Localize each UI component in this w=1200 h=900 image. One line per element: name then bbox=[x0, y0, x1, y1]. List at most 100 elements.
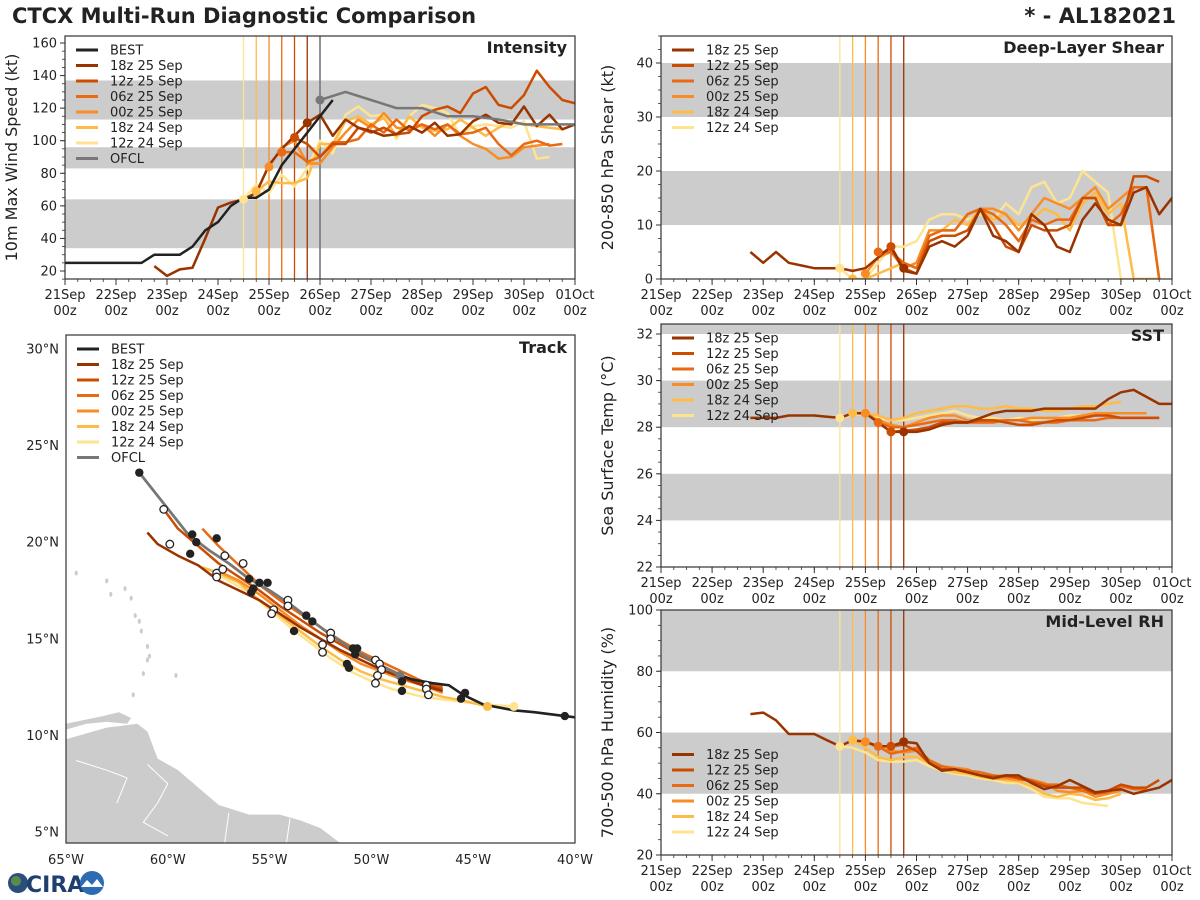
x-tick-label-time: 00z bbox=[1007, 592, 1031, 607]
x-tick-label-time: 00z bbox=[956, 592, 980, 607]
x-tick-label-date: 27Sep bbox=[947, 288, 988, 303]
x-tick-label-date: 24Sep bbox=[794, 576, 835, 591]
island bbox=[141, 671, 145, 677]
init-marker bbox=[835, 741, 845, 751]
y-tick-label: 26 bbox=[636, 467, 653, 482]
x-tick-label-date: 29Sep bbox=[1049, 288, 1090, 303]
init-marker bbox=[860, 408, 870, 418]
x-tick-label-date: 01Oct bbox=[1152, 576, 1191, 591]
y-tick-label: 24 bbox=[636, 514, 653, 529]
legend-label: 12z 24 Sep bbox=[706, 826, 779, 841]
init-marker bbox=[848, 408, 858, 418]
track-position-open bbox=[373, 671, 382, 680]
init-marker bbox=[302, 118, 312, 128]
track-position-filled bbox=[245, 574, 254, 584]
logo-text: CIRA bbox=[26, 873, 84, 898]
x-tick-label-date: 27Sep bbox=[947, 864, 988, 879]
track-position-filled bbox=[302, 611, 311, 620]
y-axis-label: 200-850 hPa Shear (kt) bbox=[598, 65, 617, 251]
x-tick-label-time: 00z bbox=[206, 304, 230, 319]
x-tick-label-date: 23Sep bbox=[743, 288, 784, 303]
track-position-open bbox=[423, 690, 433, 700]
legend-label: 18z 24 Sep bbox=[111, 420, 184, 435]
logo-globe-land bbox=[11, 876, 21, 886]
lat-tick-label: 25°N bbox=[26, 439, 59, 454]
island bbox=[174, 673, 178, 679]
x-tick-label-time: 00z bbox=[1007, 304, 1031, 319]
track-line-18z-25-Sep bbox=[146, 531, 444, 693]
track-position-filled bbox=[456, 694, 466, 703]
x-tick-label-date: 28Sep bbox=[998, 288, 1039, 303]
series-line-12z-25-Sep bbox=[889, 175, 1160, 275]
x-tick-label-time: 00z bbox=[104, 304, 128, 319]
legend-label: 06z 25 Sep bbox=[706, 363, 779, 378]
legend-label: 06z 25 Sep bbox=[111, 389, 184, 404]
x-tick-label-date: 25Sep bbox=[845, 576, 886, 591]
legend-label: 12z 24 Sep bbox=[706, 121, 779, 136]
x-tick-label-date: 01Oct bbox=[1152, 288, 1191, 303]
legend-label: 00z 25 Sep bbox=[111, 405, 184, 420]
x-tick-label-date: 30Sep bbox=[503, 288, 544, 303]
legend-label: 00z 25 Sep bbox=[706, 378, 779, 393]
cira-logo: CIRA bbox=[8, 871, 104, 898]
track-position-open bbox=[267, 609, 277, 619]
country-border bbox=[142, 764, 169, 837]
x-tick-label-time: 00z bbox=[905, 304, 929, 319]
track-position-open bbox=[165, 539, 175, 549]
legend-label: BEST bbox=[110, 44, 143, 59]
legend-label: 18z 24 Sep bbox=[706, 106, 779, 121]
init-marker bbox=[860, 737, 870, 747]
init-marker bbox=[835, 413, 845, 423]
x-tick-label-date: 24Sep bbox=[794, 288, 835, 303]
panel-intensity: 2040608010012014016021Sep00z22Sep00z23Se… bbox=[2, 35, 595, 319]
track-position-filled bbox=[289, 626, 299, 636]
legend-label: 12z 25 Sep bbox=[110, 75, 183, 90]
init-marker bbox=[873, 741, 883, 751]
track-position-filled bbox=[135, 468, 144, 477]
series-line-12z-24-Sep bbox=[839, 745, 1109, 808]
init-marker bbox=[315, 95, 325, 105]
init-marker bbox=[860, 269, 870, 279]
trinidad-coast bbox=[66, 712, 132, 730]
x-tick-label-time: 00z bbox=[905, 592, 929, 607]
legend-label: 12z 25 Sep bbox=[111, 374, 184, 389]
x-tick-label-time: 00z bbox=[700, 880, 724, 895]
x-tick-label-time: 00z bbox=[752, 592, 776, 607]
lon-tick-label: 40°W bbox=[557, 853, 593, 868]
x-tick-label-time: 00z bbox=[461, 304, 485, 319]
panel-rh: 2040608010021Sep00z22Sep00z23Sep00z24Sep… bbox=[598, 604, 1192, 896]
legend-label: 06z 25 Sep bbox=[706, 75, 779, 90]
init-marker bbox=[848, 274, 858, 279]
track-position-filled bbox=[397, 677, 407, 686]
legend-label: BEST bbox=[111, 343, 144, 358]
legend-label: 12z 24 Sep bbox=[111, 436, 184, 451]
init-marker bbox=[873, 247, 883, 257]
init-marker bbox=[264, 162, 274, 172]
x-tick-label-time: 00z bbox=[649, 592, 673, 607]
x-tick-label-time: 00z bbox=[1109, 592, 1133, 607]
legend-label: 18z 25 Sep bbox=[706, 748, 779, 763]
init-marker bbox=[835, 263, 845, 273]
y-tick-label: 140 bbox=[32, 69, 57, 84]
x-tick-label-date: 30Sep bbox=[1100, 864, 1141, 879]
x-tick-label-date: 26Sep bbox=[299, 288, 340, 303]
x-tick-label-date: 21Sep bbox=[640, 288, 681, 303]
init-marker bbox=[848, 735, 858, 745]
x-tick-label-date: 27Sep bbox=[350, 288, 391, 303]
x-tick-label-date: 25Sep bbox=[845, 288, 886, 303]
x-tick-label-time: 00z bbox=[1160, 880, 1184, 895]
x-tick-label-time: 00z bbox=[1109, 304, 1133, 319]
track-position-filled bbox=[397, 686, 407, 696]
y-tick-label: 60 bbox=[636, 726, 653, 741]
logo-ramm-icon bbox=[80, 871, 104, 895]
x-tick-label-time: 00z bbox=[1058, 880, 1082, 895]
x-tick-label-time: 00z bbox=[803, 592, 827, 607]
track-position-open bbox=[159, 504, 169, 514]
island bbox=[137, 618, 141, 624]
x-tick-label-date: 26Sep bbox=[896, 576, 937, 591]
x-tick-label-time: 00z bbox=[700, 304, 724, 319]
lon-tick-label: 55°W bbox=[252, 853, 288, 868]
island bbox=[109, 591, 113, 597]
legend-label: 00z 25 Sep bbox=[706, 795, 779, 810]
track-position-open bbox=[238, 559, 248, 568]
